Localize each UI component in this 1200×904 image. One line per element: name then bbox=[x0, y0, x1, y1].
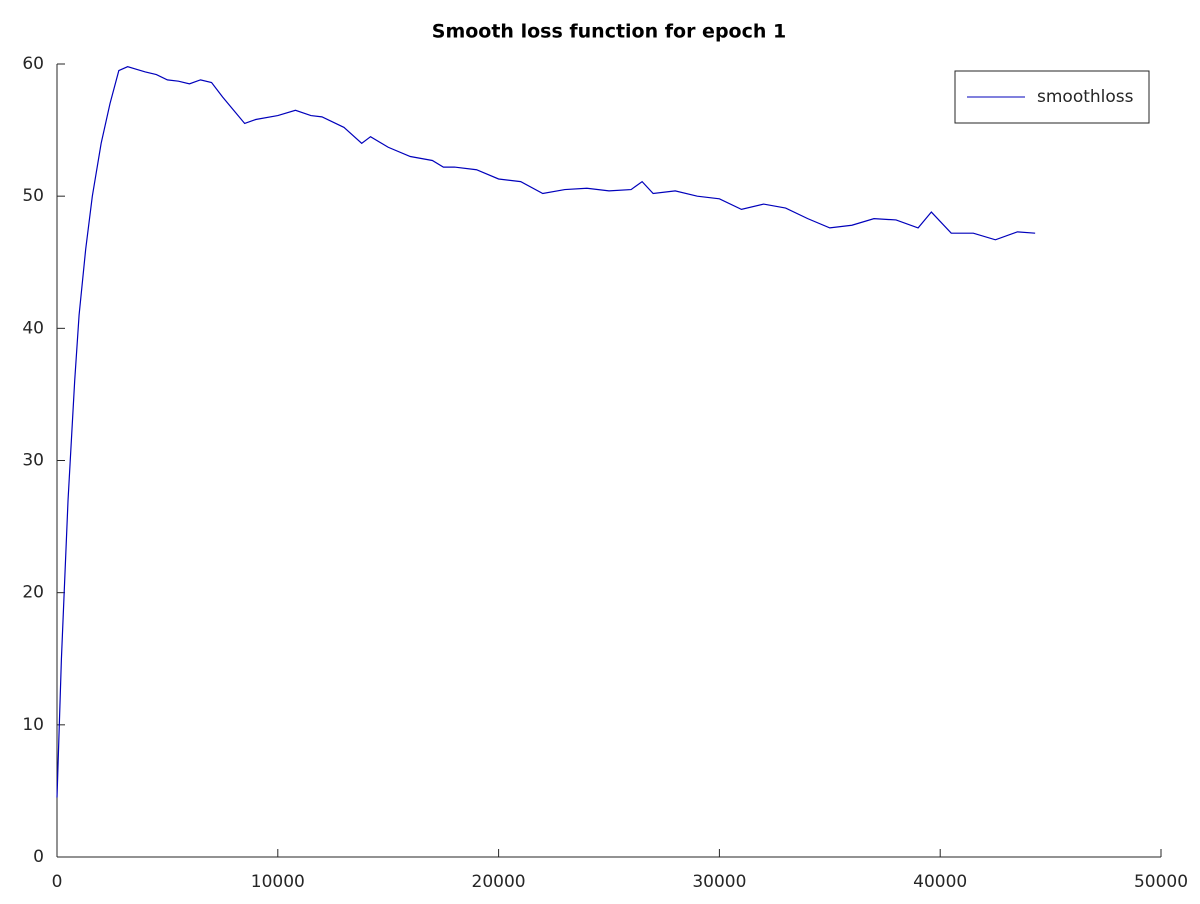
y-tick-label: 10 bbox=[22, 715, 44, 735]
x-tick-label: 50000 bbox=[1134, 872, 1188, 892]
y-tick-label: 50 bbox=[22, 186, 44, 206]
line bbox=[56, 66, 1036, 798]
y-tick-label: 20 bbox=[22, 583, 44, 603]
chart-title: Smooth loss function for epoch 1 bbox=[432, 21, 786, 43]
x-tick-label: 10000 bbox=[251, 872, 305, 892]
y-tick-label: 60 bbox=[22, 54, 44, 74]
x-tick-label: 0 bbox=[52, 872, 63, 892]
x-tick-label: 30000 bbox=[692, 872, 746, 892]
y-tick-label: 30 bbox=[22, 451, 44, 471]
legend-label: smoothloss bbox=[1037, 87, 1134, 107]
x-tick-label: 40000 bbox=[913, 872, 967, 892]
y-tick-label: 0 bbox=[33, 847, 44, 867]
x-tick-label: 20000 bbox=[472, 872, 526, 892]
y-tick-label: 40 bbox=[22, 318, 44, 338]
